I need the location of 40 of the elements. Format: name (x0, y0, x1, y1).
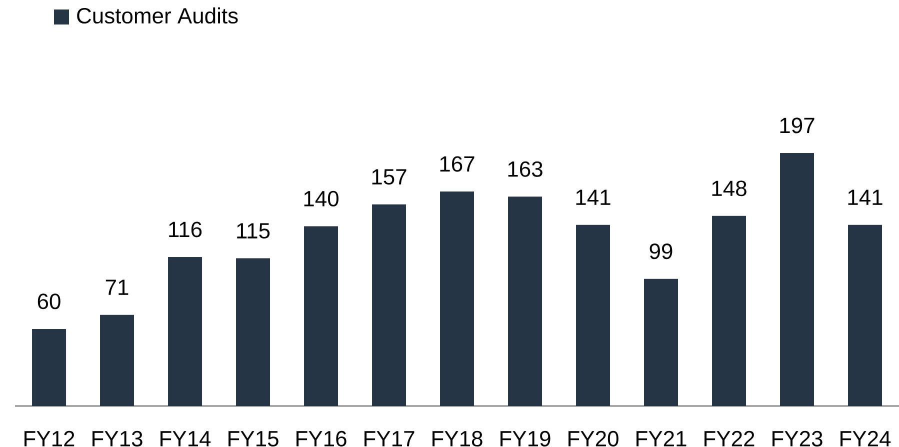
legend-label: Customer Audits (77, 7, 238, 24)
data-label: 116 (169, 222, 202, 238)
x-tick-label: FY24 (840, 430, 891, 446)
bar (100, 314, 134, 406)
data-label: 115 (237, 223, 270, 239)
data-label: 140 (304, 190, 338, 206)
data-label: 60 (38, 294, 60, 310)
bar (508, 196, 542, 406)
data-label: 141 (848, 190, 882, 205)
data-label: 197 (780, 118, 814, 134)
bar (780, 153, 814, 406)
x-tick-label: FY13 (92, 430, 142, 446)
bar (712, 216, 746, 406)
x-tick-label: FY23 (772, 430, 822, 446)
x-tick-label: FY15 (228, 431, 278, 446)
bar (304, 226, 338, 406)
bar (440, 192, 474, 406)
bar (372, 204, 406, 406)
x-tick-label: FY20 (568, 430, 618, 446)
x-tick-label: FY22 (704, 430, 754, 446)
data-label: 141 (576, 190, 610, 205)
bar (576, 224, 610, 406)
x-tick-label: FY18 (432, 430, 482, 446)
data-label: 148 (712, 180, 746, 196)
data-label: 163 (508, 161, 542, 177)
data-label: 157 (372, 169, 406, 185)
x-tick-label: FY21 (636, 430, 686, 446)
bar (32, 328, 66, 406)
data-label: 99 (650, 244, 672, 260)
x-tick-label: FY17 (364, 431, 414, 446)
x-tick-label: FY16 (296, 430, 346, 446)
x-tick-label: FY19 (500, 430, 550, 446)
bar (644, 278, 678, 406)
x-tick-label: FY14 (160, 431, 211, 446)
data-label: 167 (440, 156, 474, 172)
bar (848, 224, 882, 406)
x-tick-label: FY12 (24, 430, 74, 446)
bar (236, 258, 270, 406)
bar (168, 257, 202, 406)
data-label: 71 (106, 280, 128, 295)
